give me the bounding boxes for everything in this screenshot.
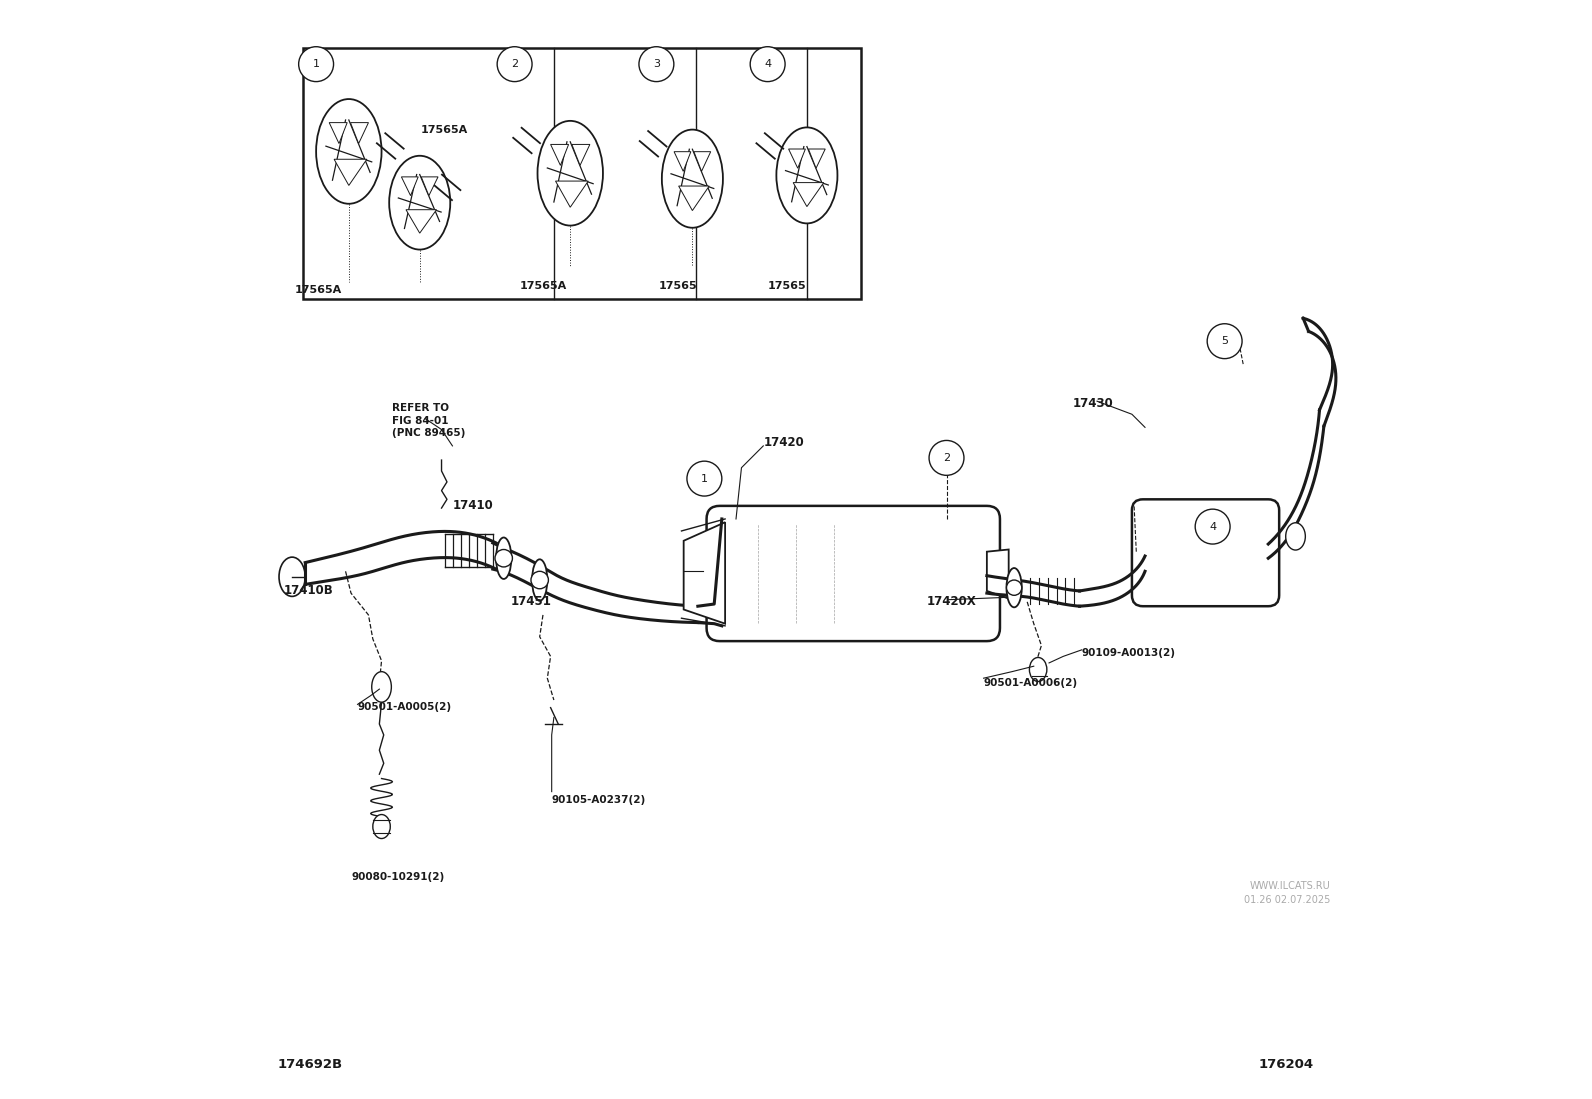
Text: 17410B: 17410B: [283, 585, 333, 598]
Ellipse shape: [371, 671, 392, 702]
Ellipse shape: [538, 121, 603, 225]
Polygon shape: [678, 186, 708, 211]
Polygon shape: [334, 159, 366, 186]
Polygon shape: [551, 144, 568, 165]
Polygon shape: [330, 123, 347, 144]
Text: 2: 2: [511, 59, 517, 69]
Ellipse shape: [388, 156, 451, 249]
Text: 90501-A0006(2): 90501-A0006(2): [984, 678, 1078, 688]
Ellipse shape: [317, 99, 382, 203]
Text: 17565A: 17565A: [295, 285, 342, 295]
Polygon shape: [683, 522, 724, 623]
Text: 4: 4: [1208, 522, 1216, 532]
Polygon shape: [793, 182, 823, 207]
Text: 3: 3: [653, 59, 661, 69]
Text: 17565A: 17565A: [519, 280, 567, 290]
Ellipse shape: [1006, 568, 1022, 608]
Text: 90105-A0237(2): 90105-A0237(2): [552, 796, 646, 806]
Circle shape: [638, 46, 673, 81]
Text: 17565: 17565: [767, 280, 807, 290]
Polygon shape: [422, 177, 438, 196]
Text: 4: 4: [764, 59, 771, 69]
Polygon shape: [694, 152, 710, 171]
Polygon shape: [406, 210, 436, 233]
Polygon shape: [987, 550, 1009, 599]
Text: REFER TO
FIG 84-01
(PNC 89465): REFER TO FIG 84-01 (PNC 89465): [393, 403, 466, 439]
Text: 17430: 17430: [1073, 397, 1114, 410]
Polygon shape: [788, 149, 806, 168]
Bar: [302, 47, 861, 299]
Text: 90109-A0013(2): 90109-A0013(2): [1081, 648, 1176, 658]
Text: 17420X: 17420X: [927, 596, 976, 609]
Ellipse shape: [497, 537, 511, 579]
Text: 174692B: 174692B: [279, 1058, 342, 1070]
Text: 90501-A0005(2): 90501-A0005(2): [358, 701, 452, 711]
Ellipse shape: [662, 130, 723, 227]
Circle shape: [532, 571, 548, 589]
Circle shape: [497, 46, 532, 81]
Polygon shape: [401, 177, 419, 196]
Text: 17565: 17565: [659, 280, 697, 290]
Text: 17451: 17451: [511, 596, 551, 609]
Ellipse shape: [532, 559, 548, 601]
Polygon shape: [350, 123, 368, 144]
Text: 1: 1: [312, 59, 320, 69]
Text: 17565A: 17565A: [422, 124, 468, 134]
Polygon shape: [673, 152, 691, 171]
Circle shape: [495, 550, 513, 567]
Circle shape: [930, 441, 965, 476]
Polygon shape: [556, 181, 587, 208]
Text: 90080-10291(2): 90080-10291(2): [350, 872, 444, 881]
Text: WWW.ILCATS.RU
01.26 02.07.2025: WWW.ILCATS.RU 01.26 02.07.2025: [1243, 881, 1331, 904]
Text: 176204: 176204: [1259, 1058, 1313, 1070]
Circle shape: [686, 462, 721, 496]
Polygon shape: [572, 144, 591, 165]
Circle shape: [299, 46, 334, 81]
Circle shape: [1006, 580, 1022, 596]
Ellipse shape: [777, 127, 837, 223]
Text: 5: 5: [1221, 336, 1227, 346]
Ellipse shape: [279, 557, 306, 597]
FancyBboxPatch shape: [707, 506, 1000, 641]
Polygon shape: [809, 149, 825, 168]
Ellipse shape: [1286, 523, 1305, 550]
Circle shape: [1207, 324, 1242, 358]
FancyBboxPatch shape: [1132, 499, 1278, 607]
Ellipse shape: [373, 814, 390, 839]
Text: 17420: 17420: [763, 436, 804, 449]
Text: 17410: 17410: [452, 499, 494, 512]
Circle shape: [1196, 509, 1231, 544]
Ellipse shape: [1030, 657, 1048, 681]
Text: 2: 2: [942, 453, 950, 463]
Circle shape: [750, 46, 785, 81]
Text: 1: 1: [700, 474, 708, 484]
